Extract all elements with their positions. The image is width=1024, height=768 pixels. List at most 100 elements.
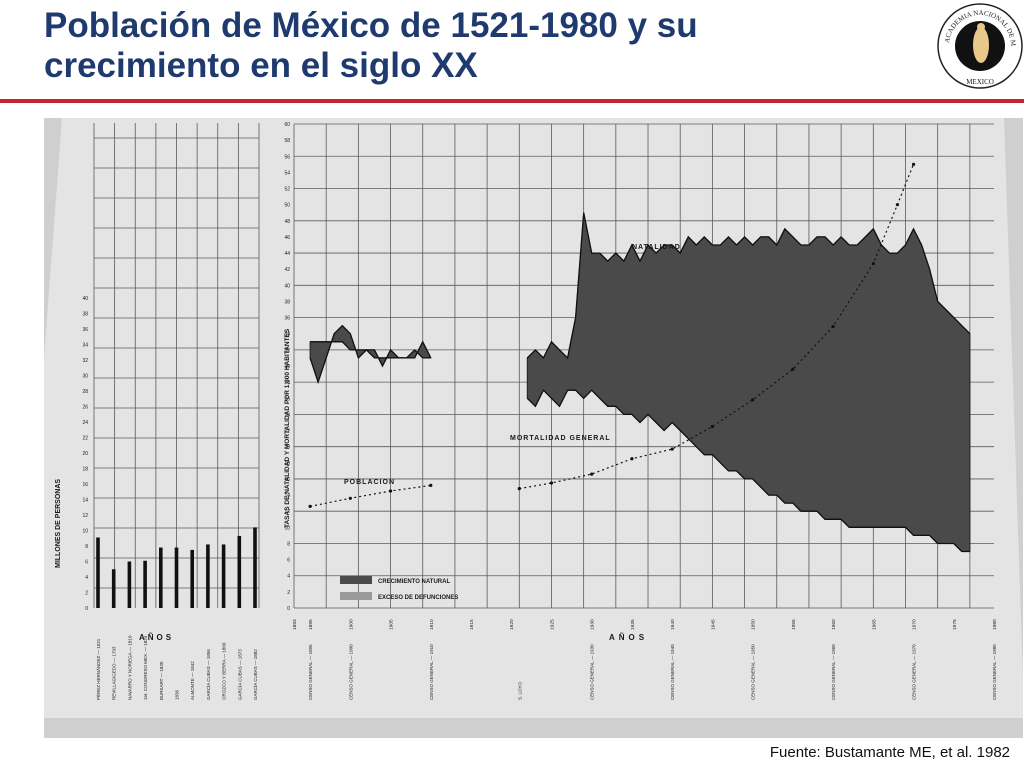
right-y-tick-label: 36 [284,316,290,322]
right-x-tick-label: 1930 [590,619,596,630]
poblacion-point [670,447,674,451]
bar [237,535,242,608]
left-y-tick-label: 20 [82,451,88,457]
right-y-tick-label: 56 [284,154,290,160]
bar-category-label: 1836 [175,689,180,700]
left-y-tick-label: 18 [82,467,88,473]
left-y-tick-label: 38 [82,312,88,318]
poblacion-point [751,398,755,402]
left-y-tick-label: 16 [82,482,88,488]
slide-title: Población de México de 1521-1980 y su cr… [44,6,844,86]
right-x-tick-label: 1980 [992,619,998,630]
census-label: CENSO GENERAL — 1980 [992,644,997,700]
right-x-tick-label: 1905 [389,619,395,630]
left-y-tick-label: 30 [82,374,88,380]
right-y-tick-label: 60 [284,122,290,128]
left-y-tick-label: 12 [82,513,88,519]
bar [174,547,179,608]
bar-category-label: 1er. CONGRESO MEX. — 1824 [143,635,148,700]
census-label: CENSO GENERAL — 1970 [912,644,917,700]
right-x-tick-label: 1960 [831,619,837,630]
right-y-tick-label: 0 [287,606,290,612]
series-line-mortalidad [310,341,431,359]
poblacion-point [549,481,554,485]
logo-statue-head-icon [977,23,985,31]
right-y-tick-label: 26 [284,396,290,402]
poblacion-point [308,504,312,508]
right-y-tick-label: 28 [284,380,290,386]
right-y-tick-label: 40 [284,283,290,289]
right-y-tick-label: 34 [284,332,290,338]
bar-category-label: GARCÍA CUBAS — 1856 [205,649,211,700]
slide-title-line1: Población de México de 1521-1980 y su [44,6,698,45]
bar-category-label: NAVARRO Y NORIEGA — 1810 [127,635,132,700]
right-y-tick-label: 44 [284,251,290,257]
right-y-tick-label: 54 [284,170,290,176]
poblacion-point [871,261,875,266]
poblacion-point [710,424,714,429]
left-y-tick-label: 2 [85,591,88,597]
source-citation: Fuente: Bustamante ME, et al. 1982 [769,744,1010,761]
bar [221,544,226,608]
slide-title-line2: crecimiento en el siglo XX [44,46,478,85]
right-y-tick-label: 50 [284,203,290,209]
bar [159,547,163,608]
academy-logo: ACADEMIA NACIONAL DE MEDICINA MEXICO [936,2,1023,89]
logo-bottom-text: MEXICO [966,78,994,86]
bar-category-label: ALMONTE — 1842 [190,661,195,700]
left-x-axis-label: AÑOS [139,633,174,642]
right-y-tick-label: 20 [284,445,290,451]
poblacion-point [630,457,634,461]
left-y-tick-label: 36 [82,327,88,333]
series-line-natalidad [526,212,971,360]
bar-category-label: GARCÍA CUBAS — 1873 [236,649,242,700]
chart-svg: 0246810121416182022242628303234363840PÉR… [44,118,1023,738]
right-y-tick-label: 32 [284,348,290,354]
bar [96,537,100,608]
right-y-tick-label: 18 [284,461,290,467]
left-y-tick-label: 40 [82,296,88,302]
right-y-tick-label: 12 [284,509,290,515]
left-y-tick-label: 24 [82,420,88,426]
census-label: CENSO GENERAL — 1910 [429,644,434,700]
annotation-poblacion: POBLACION [344,479,395,486]
left-y-tick-label: 26 [82,405,88,411]
poblacion-point [590,472,594,476]
bar [206,544,210,608]
right-y-tick-label: 58 [284,138,290,144]
right-y-tick-label: 52 [284,187,290,193]
legend-swatch-exceso [340,592,372,600]
title-divider [0,99,1024,103]
left-y-tick-label: 32 [82,358,88,364]
bar [143,560,147,608]
poblacion-point [911,162,916,166]
left-y-tick-label: 28 [82,389,88,395]
poblacion-point [895,203,900,207]
right-y-tick-label: 22 [284,429,290,435]
right-x-tick-label: 1925 [549,619,555,630]
bar-category-label: GARCÍA CUBAS — 1882 [252,649,258,700]
right-x-tick-label: 1950 [751,619,757,630]
historic-population-panel: 0246810121416182022242628303234363840PÉR… [82,123,260,700]
left-y-axis-label: MILLONES DE PERSONAS [55,479,62,568]
left-y-tick-label: 10 [82,529,88,535]
series-line-poblacion [519,164,915,490]
right-x-tick-label: 1915 [469,619,475,630]
right-x-tick-label: 1955 [791,619,797,630]
left-y-tick-label: 6 [85,560,88,566]
bar [127,561,132,608]
right-x-tick-label: 1935 [630,619,636,630]
left-y-tick-label: 8 [85,544,88,550]
poblacion-point [348,496,352,500]
poblacion-point [517,487,521,491]
series-line-mortalidad [526,389,970,553]
annotation-natalidad: NATALIDAD [632,244,681,251]
right-x-tick-label: 1895 [308,619,314,630]
right-x-tick-label: 1945 [710,619,716,630]
poblacion-point [429,483,433,487]
census-label: CENSO GENERAL — 1950 [751,644,756,700]
right-x-axis-label: AÑOS [609,633,648,642]
right-x-tick-label: 1920 [509,619,515,630]
left-y-tick-label: 4 [85,575,88,581]
right-x-tick-label: 1970 [912,619,918,630]
